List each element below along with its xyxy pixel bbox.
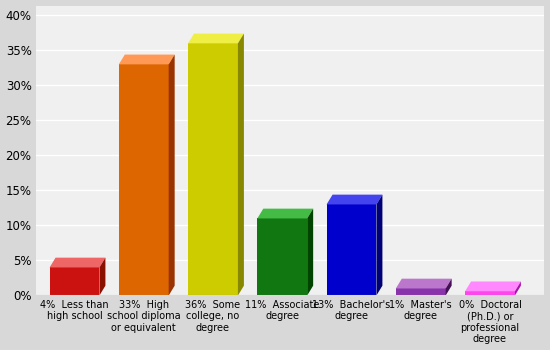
Polygon shape — [169, 55, 175, 295]
Polygon shape — [100, 258, 106, 295]
Polygon shape — [50, 258, 106, 267]
Polygon shape — [307, 209, 313, 295]
Polygon shape — [257, 209, 313, 218]
Polygon shape — [327, 195, 382, 204]
Bar — [50, 267, 100, 295]
Polygon shape — [515, 281, 521, 295]
Bar — [465, 291, 515, 295]
Polygon shape — [188, 34, 244, 43]
Bar — [396, 288, 446, 295]
Polygon shape — [119, 55, 175, 64]
Bar — [327, 204, 376, 295]
Bar — [119, 64, 169, 295]
Polygon shape — [396, 279, 452, 288]
Bar — [188, 43, 238, 295]
Polygon shape — [238, 34, 244, 295]
Polygon shape — [465, 281, 521, 291]
Polygon shape — [376, 195, 382, 295]
Bar — [257, 218, 307, 295]
Polygon shape — [446, 279, 452, 295]
